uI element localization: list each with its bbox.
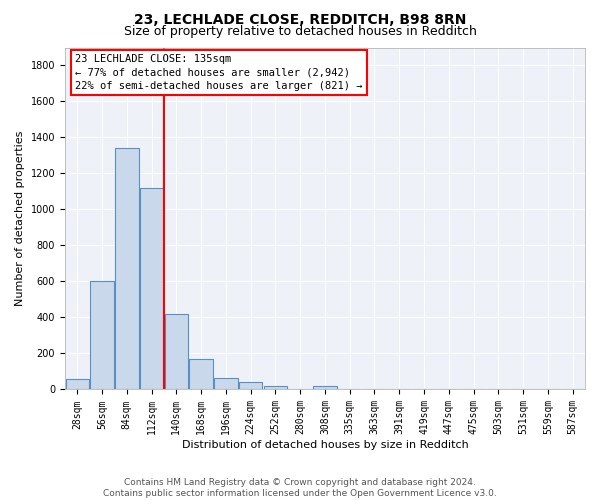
Text: 23, LECHLADE CLOSE, REDDITCH, B98 8RN: 23, LECHLADE CLOSE, REDDITCH, B98 8RN [134,12,466,26]
Bar [65,378,89,390]
Bar [115,148,139,390]
Bar [164,314,188,390]
Text: Contains HM Land Registry data © Crown copyright and database right 2024.
Contai: Contains HM Land Registry data © Crown c… [103,478,497,498]
Text: 23 LECHLADE CLOSE: 135sqm
← 77% of detached houses are smaller (2,942)
22% of se: 23 LECHLADE CLOSE: 135sqm ← 77% of detac… [76,54,363,90]
X-axis label: Distribution of detached houses by size in Redditch: Distribution of detached houses by size … [182,440,469,450]
Bar [239,382,262,390]
Bar [190,359,213,390]
Text: Size of property relative to detached houses in Redditch: Size of property relative to detached ho… [124,25,476,38]
Bar [214,378,238,390]
Bar [313,386,337,390]
Bar [90,282,114,390]
Bar [263,386,287,390]
Bar [140,188,163,390]
Y-axis label: Number of detached properties: Number of detached properties [15,131,25,306]
